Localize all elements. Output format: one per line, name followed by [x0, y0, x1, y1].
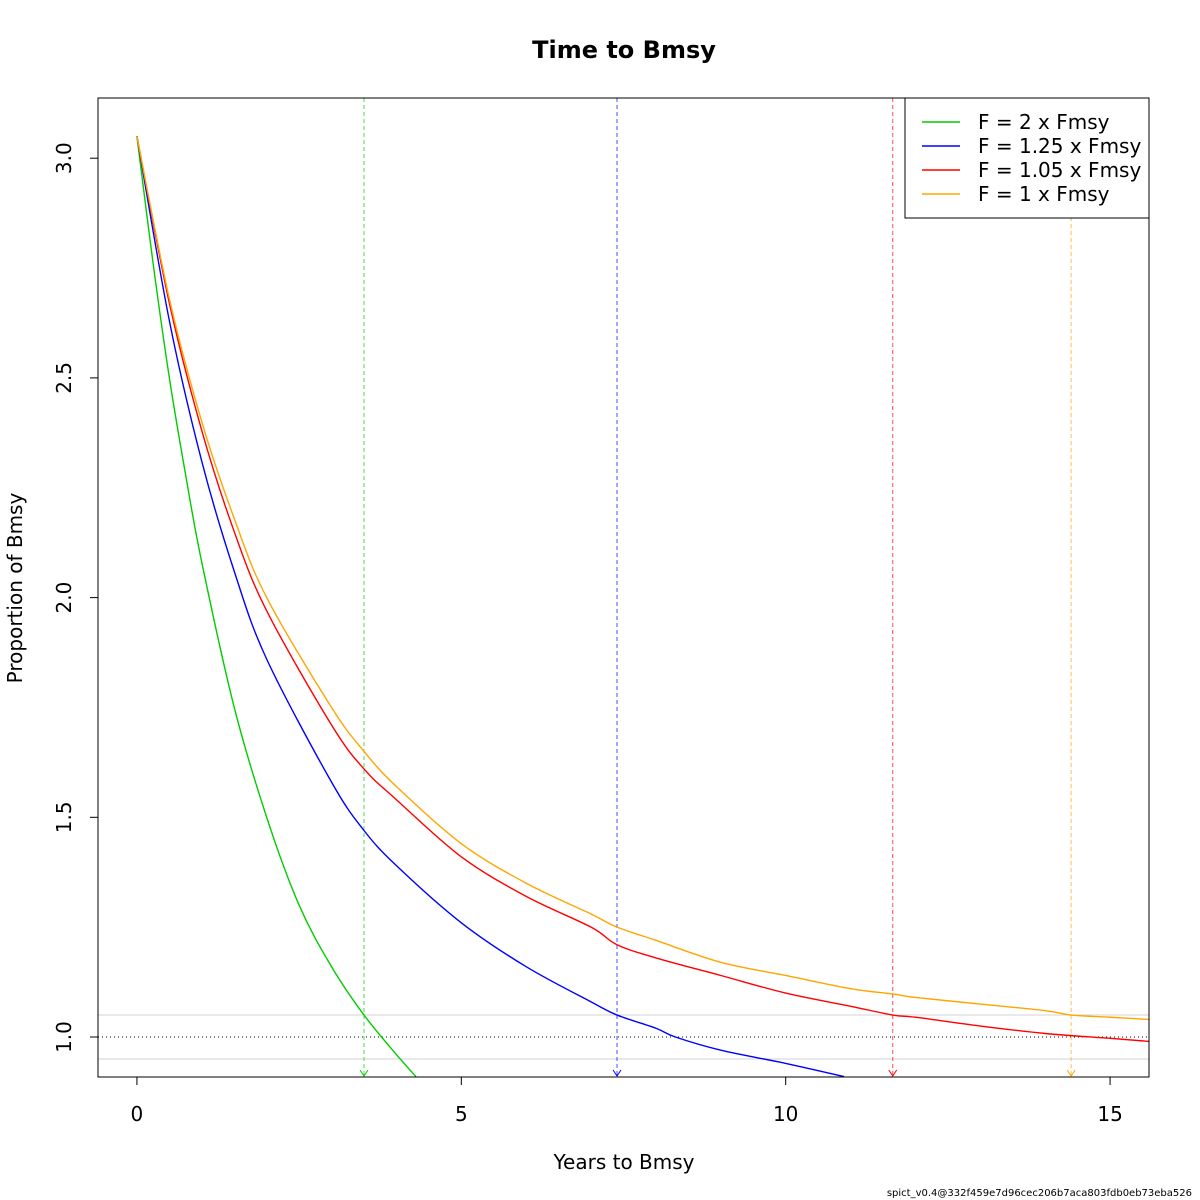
series-line-0 — [136, 136, 417, 1077]
time-marker-arrow-3 — [1066, 1069, 1076, 1077]
y-tick-label-1: 1.5 — [52, 801, 76, 833]
legend-label-3: F = 1 x Fmsy — [978, 182, 1110, 206]
x-axis-title: Years to Bmsy — [552, 1150, 694, 1174]
y-tick-label-4: 3.0 — [52, 142, 76, 174]
time-marker-arrow-1 — [612, 1069, 622, 1077]
chart-title: Time to Bmsy — [532, 36, 716, 64]
legend-label-2: F = 1.05 x Fmsy — [978, 158, 1141, 182]
y-axis: 1.0 1.5 2.0 2.5 3.0 — [52, 142, 99, 1053]
time-to-bmsy-markers — [359, 98, 1076, 1077]
legend-box — [904, 97, 1150, 219]
x-tick-label-1: 5 — [455, 1102, 468, 1126]
reference-lines — [98, 1014, 1149, 1060]
series-lines — [136, 136, 1149, 1077]
x-tick-label-2: 10 — [773, 1102, 798, 1126]
footer-version: spict_v0.4@332f459e7d96cec206b7aca803fdb… — [887, 1188, 1192, 1199]
y-tick-label-0: 1.0 — [52, 1021, 76, 1053]
legend-label-1: F = 1.25 x Fmsy — [978, 134, 1141, 158]
y-tick-label-2: 2.0 — [52, 582, 76, 614]
x-axis: 0 5 10 15 — [131, 1076, 1123, 1126]
series-line-1 — [136, 136, 845, 1077]
series-line-2 — [136, 136, 1149, 1043]
x-tick-label-0: 0 — [131, 1102, 144, 1126]
y-tick-label-3: 2.5 — [52, 362, 76, 394]
legend-label-0: F = 2 x Fmsy — [978, 110, 1110, 134]
series-line-3 — [136, 136, 1149, 1021]
time-marker-arrow-2 — [888, 1069, 898, 1077]
y-axis-title: Proportion of Bmsy — [3, 493, 27, 684]
time-marker-arrow-0 — [359, 1069, 369, 1077]
x-tick-label-3: 15 — [1097, 1102, 1122, 1126]
